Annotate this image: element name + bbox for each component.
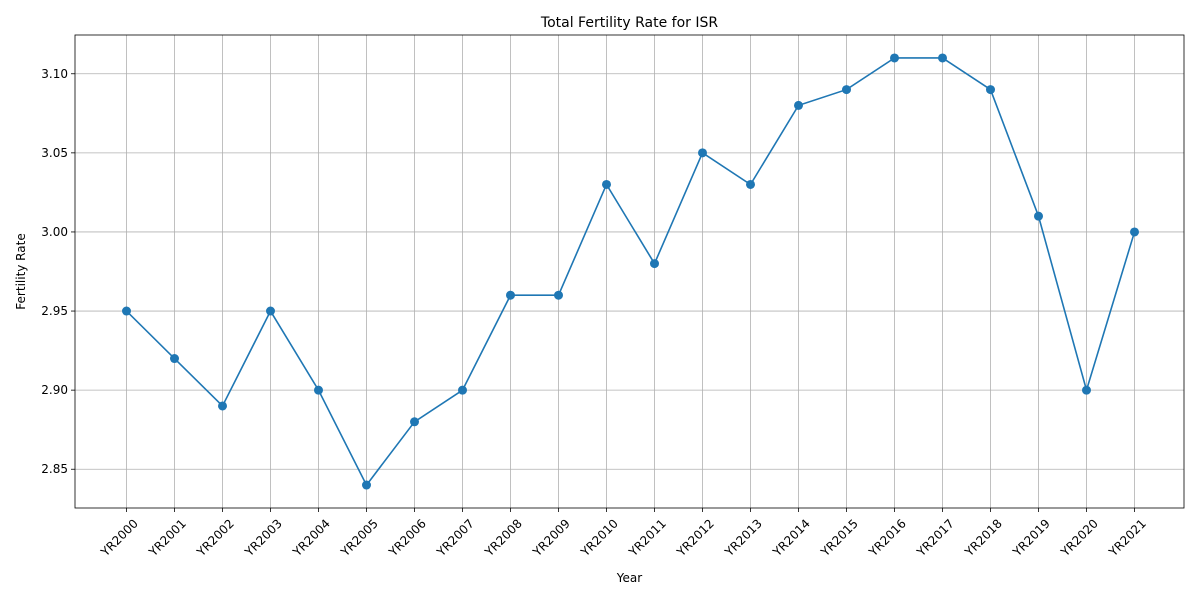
y-tick-label: 3.10 — [41, 67, 68, 81]
data-point — [266, 306, 275, 316]
data-point — [314, 385, 323, 395]
data-point — [170, 354, 179, 364]
data-point — [938, 53, 947, 63]
data-point — [986, 85, 995, 95]
data-point — [458, 385, 467, 395]
data-point — [1082, 385, 1091, 395]
chart-title: Total Fertility Rate for ISR — [540, 15, 718, 31]
data-point — [890, 53, 899, 63]
plot-frame — [74, 34, 1185, 509]
x-axis-label: Year — [616, 571, 642, 585]
data-point — [554, 290, 563, 300]
data-point — [1034, 211, 1043, 221]
data-point — [602, 179, 611, 189]
data-point — [362, 480, 371, 490]
data-point — [506, 290, 515, 300]
y-tick-label: 3.00 — [41, 225, 68, 239]
data-point — [842, 85, 851, 95]
data-point — [650, 259, 659, 269]
series-line — [125, 57, 1136, 487]
data-point — [1130, 227, 1139, 237]
y-tick-label: 3.05 — [41, 146, 68, 160]
data-point — [410, 417, 419, 427]
data-point — [122, 306, 131, 316]
y-axis-label: Fertility Rate — [14, 233, 28, 309]
data-point — [218, 401, 227, 411]
y-tick-label: 2.85 — [41, 462, 68, 476]
data-point — [746, 179, 755, 189]
y-tick-label: 2.90 — [41, 383, 68, 397]
grid — [75, 35, 1184, 508]
y-tick-label: 2.95 — [41, 304, 68, 318]
data-point — [698, 148, 707, 158]
data-point — [794, 100, 803, 110]
series — [122, 53, 1139, 490]
